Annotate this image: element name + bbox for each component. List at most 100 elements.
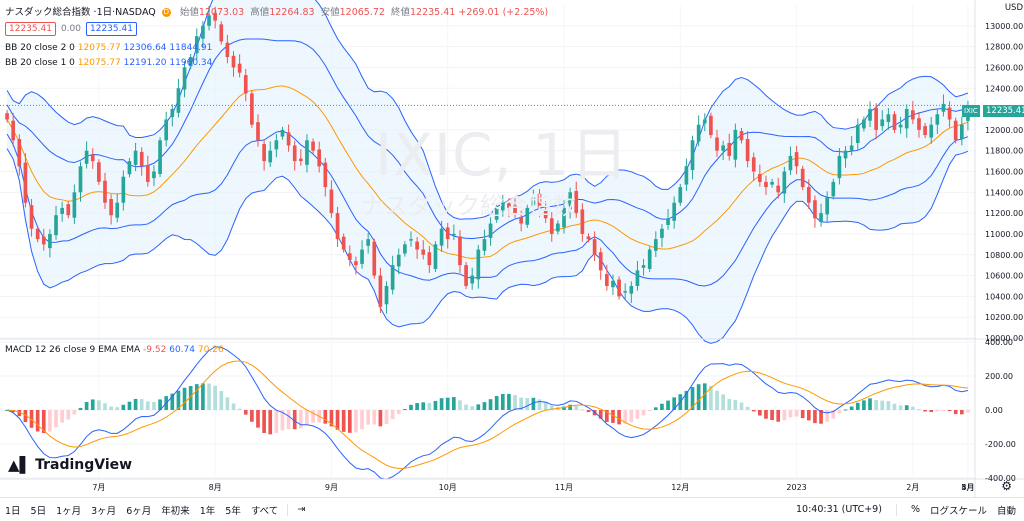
candle-body xyxy=(188,57,193,67)
macd-bar xyxy=(855,402,860,410)
bb-lower-2 xyxy=(6,148,969,344)
candle-body xyxy=(721,145,725,151)
macd-bar xyxy=(935,410,940,412)
candle-body xyxy=(709,115,713,136)
symbol-name[interactable]: ナスダック総合指数 xyxy=(5,7,91,18)
candle-body xyxy=(507,202,511,208)
macd-bar xyxy=(305,410,309,425)
candle-body xyxy=(335,213,340,240)
macd-bar xyxy=(507,393,511,410)
macd-histogram xyxy=(5,383,970,435)
macd-line xyxy=(6,346,969,480)
candle-body xyxy=(286,132,291,146)
time-tick-label: 9月 xyxy=(325,483,338,492)
candle-body xyxy=(458,236,462,266)
macd-bar xyxy=(415,403,419,410)
macd-bar xyxy=(262,410,266,433)
candle-body xyxy=(635,270,640,286)
macd-bar xyxy=(17,410,22,417)
range-1m[interactable]: 1ヶ月 xyxy=(56,505,82,517)
currency-label[interactable]: USD xyxy=(1004,3,1023,13)
indicator-macd[interactable]: MACD 12 26 close 9 EMA EMA -9.52 60.74 7… xyxy=(5,345,224,355)
candle-body xyxy=(605,274,609,286)
candle-body xyxy=(745,139,750,162)
candle-body xyxy=(923,126,927,136)
candle-body xyxy=(855,124,860,143)
candle-body xyxy=(488,223,493,238)
candle-body xyxy=(403,244,407,254)
candle-body xyxy=(280,129,285,137)
status-dot-icon: D xyxy=(161,8,171,17)
macd-bar xyxy=(605,410,609,423)
settings-gear-icon[interactable]: ⚙ xyxy=(1001,479,1012,493)
candle-body xyxy=(445,227,450,240)
range-all[interactable]: すべて xyxy=(250,505,279,517)
macd-bar xyxy=(470,406,475,410)
macd-bar xyxy=(72,410,77,415)
macd-bar xyxy=(384,410,389,425)
candle-body xyxy=(384,285,389,305)
macd-tick-label: -400.00 xyxy=(985,474,1016,483)
macd-bar xyxy=(145,401,150,410)
candle-body xyxy=(862,119,866,129)
macd-bar xyxy=(158,399,162,410)
exchange: NASDAQ xyxy=(115,7,156,18)
indicator-bb-1[interactable]: BB 20 close 1 0 12075.77 12191.20 11960.… xyxy=(5,58,213,68)
range-6m[interactable]: 6ヶ月 xyxy=(126,505,152,517)
macd-bar xyxy=(911,406,915,410)
macd-bar xyxy=(758,410,762,416)
macd-bar xyxy=(672,397,677,410)
macd-bar xyxy=(770,410,774,421)
candle-body xyxy=(727,142,732,156)
indicator-bb-2[interactable]: BB 20 close 2 0 12075.77 12306.64 11844.… xyxy=(5,43,213,53)
macd-bar xyxy=(372,410,377,425)
candle-body xyxy=(947,107,952,120)
log-scale-toggle[interactable]: ログスケール xyxy=(929,505,987,517)
candle-body xyxy=(139,151,144,167)
macd-bar xyxy=(225,397,230,410)
tv-logo-icon: ▲▌ xyxy=(8,456,32,474)
range-5d[interactable]: 5日 xyxy=(30,505,47,517)
clock[interactable]: 10:40:31 (UTC+9) xyxy=(796,504,882,515)
candle-body xyxy=(617,279,621,297)
range-1y[interactable]: 1年 xyxy=(199,505,216,517)
range-1d[interactable]: 1日 xyxy=(5,505,21,517)
macd-tick-label: 0.00 xyxy=(985,406,1003,415)
candle-body xyxy=(243,75,248,94)
macd-bar xyxy=(880,400,885,410)
macd-bar xyxy=(500,394,505,410)
buy-button[interactable]: 12235.41 xyxy=(86,22,137,36)
range-5y[interactable]: 5年 xyxy=(225,505,241,517)
candle-body xyxy=(170,109,175,117)
candle-body xyxy=(452,233,456,236)
macd-bar xyxy=(354,410,358,433)
tradingview-logo[interactable]: ▲▌ TradingView xyxy=(8,456,133,474)
macd-bar xyxy=(482,402,487,410)
macd-bar xyxy=(231,403,236,410)
range-ytd[interactable]: 年初来 xyxy=(161,505,190,517)
candle-body xyxy=(813,200,817,219)
candle-body xyxy=(562,207,566,228)
macd-bar xyxy=(452,397,456,410)
goto-date-icon[interactable]: ⇥ xyxy=(297,504,306,515)
candle-body xyxy=(556,223,560,232)
candle-body xyxy=(849,145,854,151)
percent-toggle[interactable]: % xyxy=(910,504,920,515)
auto-scale-toggle[interactable]: 自動 xyxy=(996,505,1016,517)
range-3m[interactable]: 3ヶ月 xyxy=(91,505,117,517)
macd-bar xyxy=(127,401,132,410)
candle-body xyxy=(250,93,254,125)
macd-bar xyxy=(298,410,303,429)
sell-button[interactable]: 12235.41 xyxy=(5,22,56,36)
macd-bar xyxy=(464,404,468,410)
candle-body xyxy=(764,181,768,188)
change-value: +269.01 (+2.25%) xyxy=(458,7,549,18)
bb-lower-1 xyxy=(6,130,969,287)
candle-body xyxy=(751,157,756,172)
macd-bar xyxy=(335,410,340,430)
timeframe[interactable]: 1日 xyxy=(96,7,113,18)
candle-body xyxy=(415,241,419,250)
candle-body xyxy=(127,161,132,175)
macd-bar xyxy=(103,403,107,410)
